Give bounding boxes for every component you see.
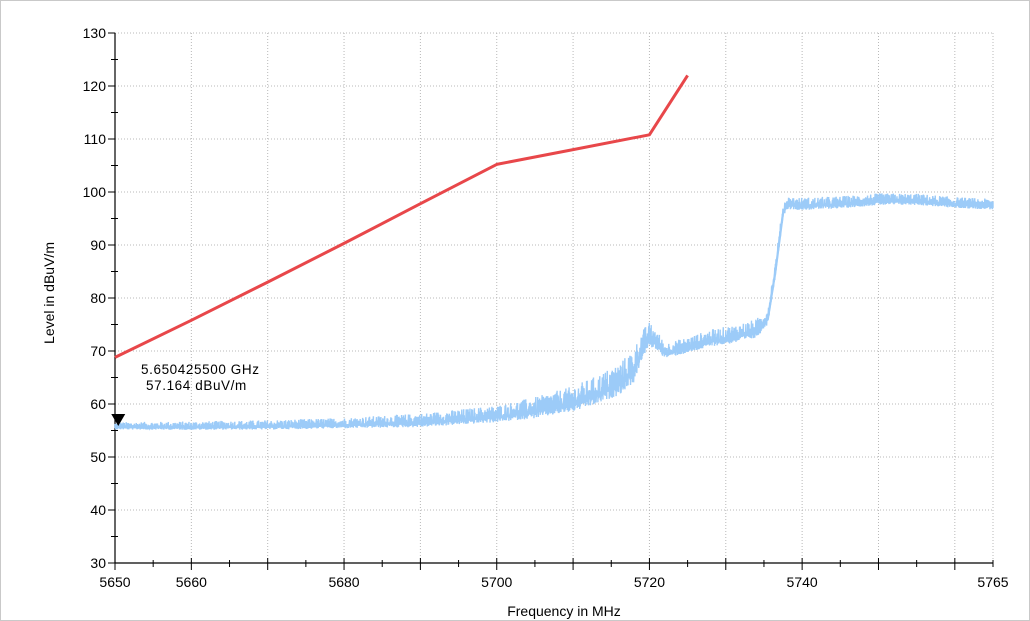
y-tick-label: 130 — [83, 25, 107, 41]
y-tick-label: 110 — [84, 131, 107, 147]
x-tick-label: 5650 — [99, 574, 130, 590]
x-tick-label: 5680 — [328, 574, 359, 590]
y-tick-label: 80 — [90, 290, 106, 306]
marker-triangle-icon — [111, 414, 126, 427]
series-line-measurement-core — [115, 200, 994, 429]
marker-level-label: 57.164 dBuV/m — [146, 378, 247, 393]
x-tick-label: 5720 — [634, 574, 665, 590]
y-tick-label: 60 — [90, 396, 106, 412]
y-axis-title: Level in dBuV/m — [41, 242, 57, 344]
x-tick-label: 5740 — [787, 574, 818, 590]
y-tick-label: 50 — [90, 449, 106, 465]
x-tick-label: 5700 — [481, 574, 512, 590]
y-tick-label: 40 — [90, 502, 106, 518]
y-tick-label: 30 — [90, 555, 106, 571]
series-line-limit — [114, 74, 689, 359]
y-tick-label: 90 — [90, 237, 106, 253]
marker-frequency-label: 5.650425500 GHz — [141, 362, 260, 377]
y-tick-label: 70 — [90, 343, 106, 359]
series-line-measurement — [114, 193, 994, 431]
x-tick-label: 5765 — [977, 574, 1008, 590]
y-tick-label: 120 — [83, 78, 107, 94]
x-axis-title: Frequency in MHz — [507, 603, 621, 619]
y-tick-label: 100 — [83, 184, 107, 200]
x-tick-label: 5660 — [176, 574, 207, 590]
